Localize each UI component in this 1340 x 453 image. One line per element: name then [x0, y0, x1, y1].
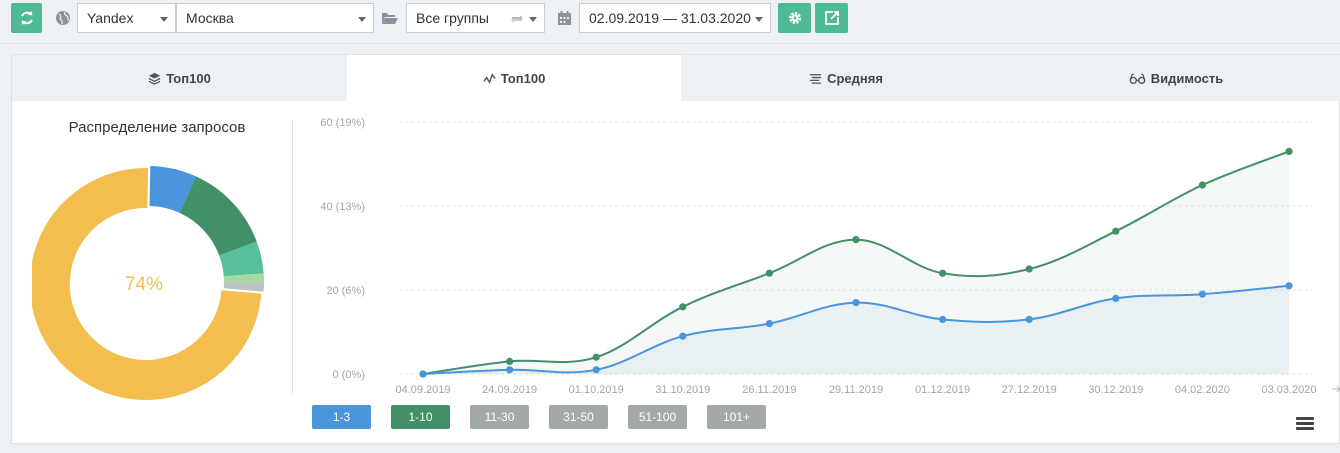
legend-button-1-3[interactable]: 1-3	[312, 405, 371, 429]
donut-slice-51-100[interactable]	[223, 282, 264, 292]
tab-label: Видимость	[1150, 70, 1224, 86]
y-tick-label: 40 (13%)	[320, 201, 365, 213]
tab-label: Топ100	[500, 70, 546, 86]
data-point-1-10[interactable]	[1025, 265, 1033, 273]
tab-average[interactable]: Средняя	[681, 55, 1011, 101]
x-tick-label: 26.11.2019	[742, 384, 796, 396]
data-point-1-3[interactable]	[1198, 290, 1206, 298]
legend-button-11-30[interactable]: 11-30	[470, 405, 529, 429]
toolbar: Yandex Москва Все группы 02.09.2019 — 31…	[0, 0, 1340, 44]
series-area-1-10	[423, 151, 1289, 374]
divider	[292, 119, 293, 394]
globe-icon	[54, 9, 72, 27]
calendar-icon	[555, 9, 573, 27]
y-tick-label: 0 (0%)	[333, 369, 365, 381]
report-panel: Топ100 Топ100 Средняя Видимость Распреде…	[11, 54, 1340, 444]
data-point-1-10[interactable]	[1285, 147, 1293, 155]
legend-button-101+[interactable]: 101+	[707, 405, 766, 429]
settings-button[interactable]	[778, 3, 811, 33]
data-point-1-10[interactable]	[852, 236, 860, 244]
region-value: Москва	[186, 10, 234, 26]
donut-slice-101+[interactable]	[32, 168, 262, 400]
x-tick-label: 30.12.2019	[1088, 384, 1143, 396]
menu-icon[interactable]	[1296, 417, 1314, 431]
data-point-1-10[interactable]	[506, 357, 514, 365]
date-range-select[interactable]: 02.09.2019 — 31.03.2020	[579, 3, 771, 33]
data-point-1-10[interactable]	[765, 269, 773, 277]
search-engine-select[interactable]: Yandex	[77, 3, 176, 33]
group-value: Все группы	[416, 10, 489, 26]
x-tick-label: 03.03.2020	[1261, 384, 1316, 396]
data-point-1-3[interactable]	[765, 320, 773, 328]
glasses-icon	[1129, 72, 1146, 84]
x-tick-label: 04.09.2019	[395, 384, 450, 396]
data-point-1-10[interactable]	[1112, 227, 1120, 235]
data-point-1-10[interactable]	[592, 353, 600, 361]
x-tick-label: 29.11.2019	[829, 384, 883, 396]
export-button[interactable]	[815, 3, 848, 33]
tab-top100-table[interactable]: Топ100	[12, 55, 347, 101]
tab-top100-chart[interactable]: Топ100	[347, 55, 681, 101]
x-tick-label: 01.10.2019	[569, 384, 624, 396]
data-point-1-10[interactable]	[679, 303, 687, 311]
data-point-1-3[interactable]	[506, 366, 514, 374]
series-area-1-3	[423, 285, 1289, 374]
region-select[interactable]: Москва	[176, 3, 374, 33]
data-point-1-3[interactable]	[1285, 282, 1293, 290]
layers-icon	[148, 72, 161, 85]
date-range-value: 02.09.2019 — 31.03.2020	[589, 10, 751, 26]
export-icon	[824, 11, 839, 25]
y-tick-label: 20 (6%)	[326, 285, 365, 297]
tab-visibility[interactable]: Видимость	[1011, 55, 1340, 101]
tab-label: Средняя	[827, 70, 883, 86]
gear-icon	[788, 12, 801, 24]
chevron-down-icon	[755, 17, 763, 22]
donut-slice-1-3[interactable]	[149, 166, 197, 213]
refresh-icon	[20, 11, 33, 25]
folder-open-icon	[381, 9, 399, 27]
page-bottom	[0, 445, 1340, 453]
legend-button-1-10[interactable]: 1-10	[391, 405, 450, 429]
sync-icon	[510, 12, 524, 28]
data-point-1-10[interactable]	[939, 269, 947, 277]
data-point-1-3[interactable]	[592, 366, 600, 374]
x-tick-label: 01.12.2019	[915, 384, 970, 396]
data-point-1-3[interactable]	[1112, 294, 1120, 302]
tab-label: Топ100	[166, 70, 211, 86]
data-point-1-3[interactable]	[939, 315, 947, 323]
donut-center-label: 74%	[125, 274, 163, 295]
data-point-1-3[interactable]	[679, 332, 687, 340]
x-tick-label: 31.10.2019	[655, 384, 710, 396]
donut-title: Распределение запросов	[68, 119, 246, 136]
donut-slice-11-30[interactable]	[219, 241, 264, 277]
lines-icon	[810, 73, 822, 84]
x-tick-label: 04.02.2020	[1175, 384, 1230, 396]
distribution-donut-chart: 74%	[32, 166, 264, 400]
legend-button-51-100[interactable]: 51-100	[628, 405, 687, 429]
data-point-1-3[interactable]	[419, 370, 427, 378]
x-tick-label: 24.09.2019	[482, 384, 537, 396]
data-point-1-3[interactable]	[1025, 315, 1033, 323]
refresh-button[interactable]	[11, 3, 42, 33]
x-tick-label: 27.12.2019	[1002, 384, 1057, 396]
donut-slice-1-10[interactable]	[179, 176, 257, 256]
positions-line-chart: 0 (0%) 20 (6%) 40 (13%) 60 (19%) 04.09.2019 2…	[320, 117, 1340, 396]
tab-bar: Топ100 Топ100 Средняя Видимость	[12, 55, 1340, 101]
chevron-down-icon	[358, 17, 366, 22]
group-select[interactable]: Все группы	[406, 3, 545, 33]
donut-slice-31-50[interactable]	[223, 273, 264, 283]
data-point-1-3[interactable]	[852, 299, 860, 307]
data-point-1-10[interactable]	[1198, 181, 1206, 189]
scroll-right-icon[interactable]	[1332, 385, 1340, 393]
y-tick-label: 60 (19%)	[320, 117, 365, 129]
search-engine-value: Yandex	[87, 10, 134, 26]
chevron-down-icon	[529, 17, 537, 22]
chevron-down-icon	[160, 17, 168, 22]
legend-button-31-50[interactable]: 31-50	[549, 405, 608, 429]
line-chart-icon	[483, 72, 496, 84]
